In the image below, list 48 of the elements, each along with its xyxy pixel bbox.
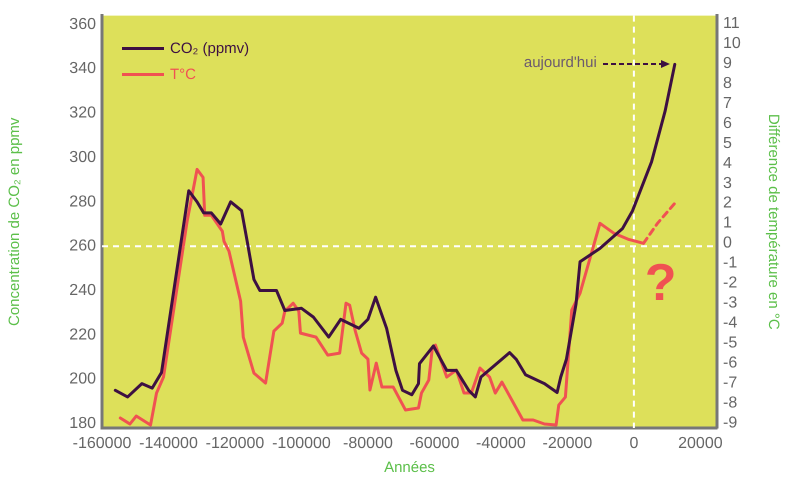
y2-tick-label: 8	[723, 74, 732, 92]
y2-tick-label: -8	[723, 394, 738, 412]
x-tick-label: -20000	[542, 435, 592, 452]
x-tick-label: 20000	[678, 435, 723, 452]
y-tick-label: 260	[69, 238, 96, 255]
annotation: aujourd'hui	[524, 54, 597, 72]
y2-tick-label: 9	[723, 54, 732, 72]
y2-tick-label: 2	[723, 194, 732, 212]
y2-tick-label: 6	[723, 114, 732, 132]
y2-tick-label: -3	[723, 294, 738, 312]
y-axis-title: Concentration de CO₂ en ppmv	[6, 117, 24, 326]
y-tick-label: 240	[69, 282, 96, 299]
x-tick-label: -40000	[476, 435, 526, 452]
y2-tick-label: -9	[723, 414, 738, 432]
y2-tick-label: 11	[723, 14, 740, 32]
y2-tick-label: -1	[723, 254, 738, 272]
y2-axis-title: Différence de température en °C	[764, 114, 782, 330]
y2-tick-label: 10	[723, 34, 741, 52]
y-tick-label: 340	[69, 60, 96, 78]
annotation: ?	[644, 254, 677, 312]
x-tick-label: -60000	[410, 435, 460, 452]
y-tick-label: 300	[69, 148, 96, 166]
y2-tick-label: 0	[723, 234, 732, 252]
y2-tick-label: 3	[723, 174, 732, 192]
y2-tick-label: 1	[723, 214, 732, 232]
y-tick-label: 220	[69, 326, 96, 344]
y-tick-label: 320	[69, 104, 96, 122]
y2-tick-label: -6	[723, 354, 738, 372]
y2-tick-label: -7	[723, 374, 738, 392]
y2-tick-label: 7	[723, 94, 732, 112]
y-tick-label: 280	[69, 193, 96, 210]
x-tick-label: -80000	[343, 435, 393, 452]
y2-tick-label: 4	[723, 154, 732, 172]
y2-tick-label: -2	[723, 274, 738, 292]
legend-label: T°C	[170, 66, 196, 83]
legend-label: CO₂ (ppmv)	[170, 40, 250, 57]
y2-tick-label: 5	[723, 134, 732, 152]
x-tick-label: -100000	[272, 435, 331, 452]
y2-tick-label: -5	[723, 334, 738, 352]
x-tick-label: -120000	[206, 435, 264, 452]
y2-tick-label: -4	[723, 314, 738, 332]
x-axis-title: Années	[384, 459, 435, 476]
y-tick-label: 200	[69, 370, 96, 388]
y-tick-label: 180	[69, 414, 96, 432]
y-tick-label: 360	[69, 16, 96, 33]
x-tick-label: -160000	[72, 435, 132, 452]
x-tick-label: -140000	[139, 435, 198, 452]
x-tick-label: 0	[629, 435, 638, 452]
